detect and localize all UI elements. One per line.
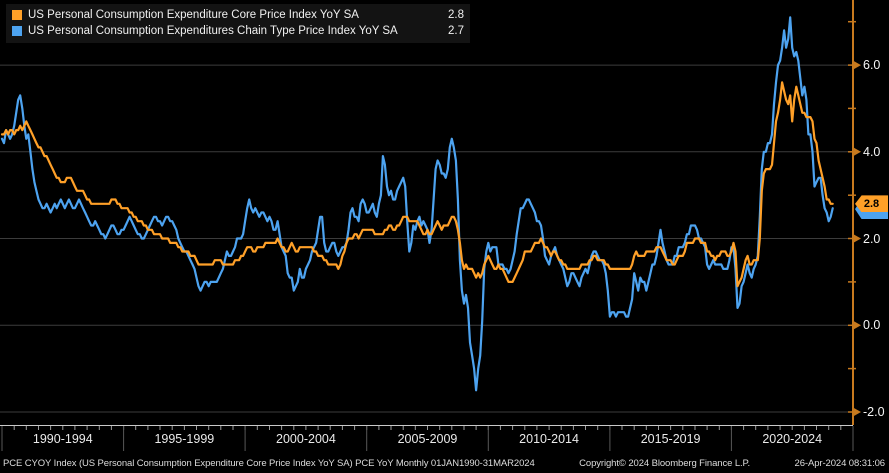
x-axis-band-label: 1990-1994: [32, 432, 93, 446]
x-axis-band-label: 2020-2024: [762, 432, 823, 446]
y-axis-tick-label: 6.0: [863, 58, 881, 73]
x-axis-band-label: 2010-2014: [519, 432, 579, 446]
x-axis-band-label: 2015-2019: [640, 432, 701, 446]
legend-item[interactable]: US Personal Consumption Expenditures Cha…: [12, 23, 464, 39]
y-axis-arrow-icon: [853, 320, 861, 330]
last-value-badge-core: 2.8: [855, 195, 888, 213]
x-axis-band-label: 1995-1999: [154, 432, 215, 446]
y-axis-tick-label: 0.0: [863, 318, 881, 333]
legend-label: US Personal Consumption Expenditures Cha…: [28, 25, 398, 37]
y-axis-arrow-icon: [853, 147, 861, 157]
y-axis-tick-label: 4.0: [863, 144, 881, 159]
y-axis-arrow-icon: [853, 407, 861, 417]
y-axis-arrow-icon: [853, 234, 861, 243]
y-axis-tick-label: 2.0: [863, 231, 881, 246]
legend-label: US Personal Consumption Expenditure Core…: [28, 9, 359, 21]
legend-value: 2.7: [448, 25, 464, 37]
footer-timestamp: 26-Apr-2024 08:31:06: [794, 458, 886, 469]
status-bar: PCE CYOY Index (US Personal Consumption …: [0, 454, 889, 473]
legend-swatch-icon: [12, 10, 22, 20]
y-axis-arrow-icon: [853, 60, 861, 70]
series-line-headline: [0, 16, 834, 392]
legend: US Personal Consumption Expenditure Core…: [6, 4, 470, 43]
y-axis-tick-label: -2.0: [863, 404, 885, 419]
footer-security-description: PCE CYOY Index (US Personal Consumption …: [3, 458, 535, 469]
legend-item[interactable]: US Personal Consumption Expenditure Core…: [12, 7, 464, 23]
footer-copyright: Copyright© 2024 Bloomberg Finance L.P.: [579, 458, 751, 469]
x-axis-band-label: 2000-2004: [276, 432, 336, 446]
legend-swatch-icon: [12, 26, 22, 36]
series-line-core: [0, 81, 834, 288]
legend-value: 2.8: [448, 9, 464, 21]
x-axis-band-label: 2005-2009: [397, 432, 458, 446]
